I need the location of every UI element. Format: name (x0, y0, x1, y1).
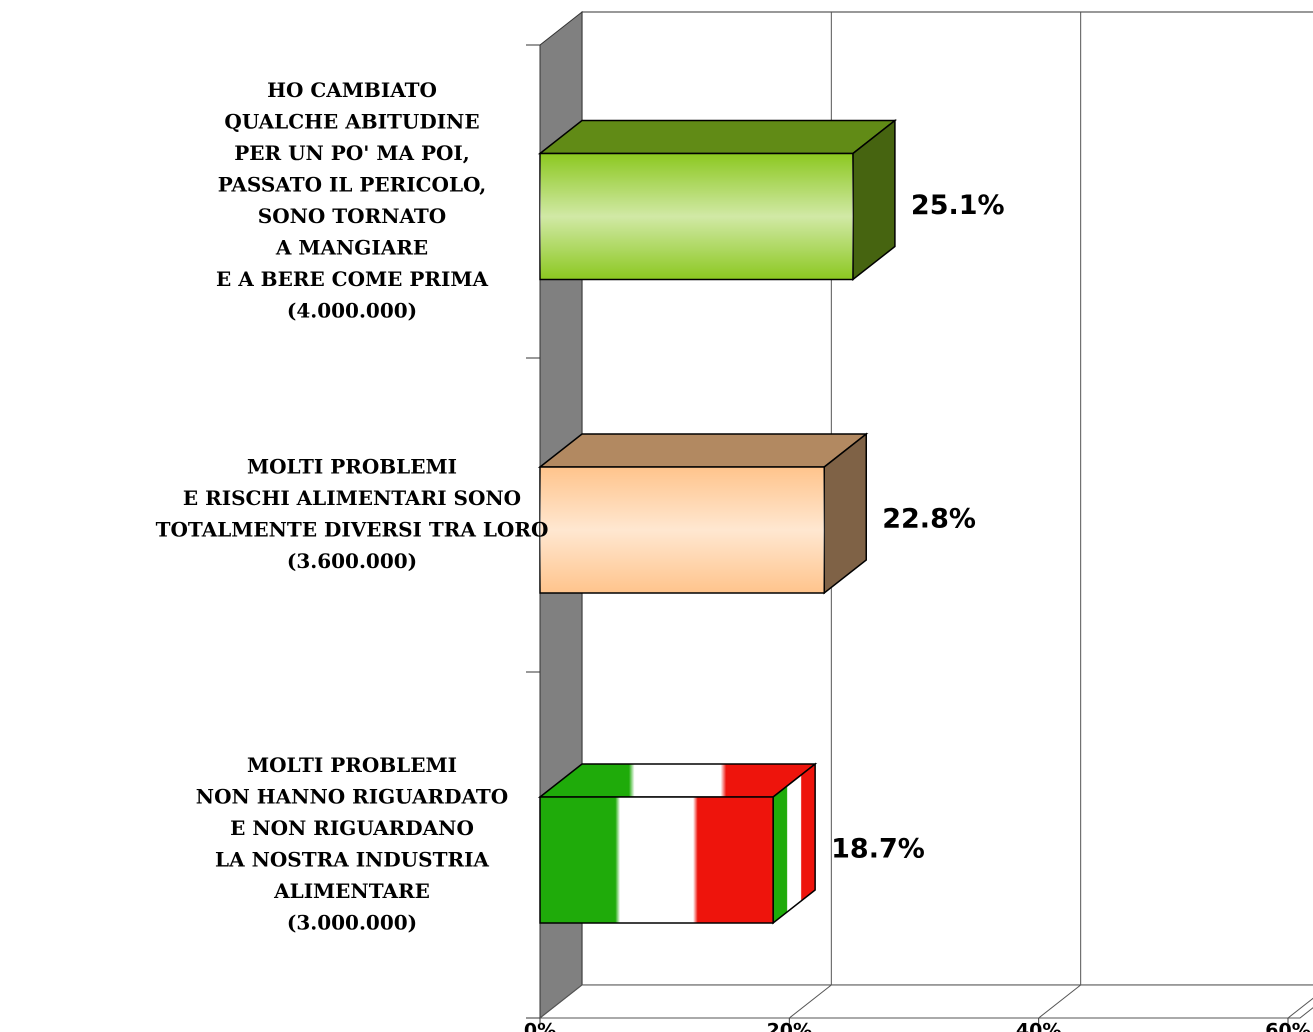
bar-side-shade (852, 120, 895, 280)
category-line: (4.000.000) (287, 298, 417, 322)
category-line: (3.000.000) (287, 910, 417, 934)
category-label: HO CAMBIATO QUALCHE ABITUDINE PER UN PO' M… (216, 78, 489, 323)
category-line: E NON RIGUARDANO (230, 816, 474, 840)
category-line: ALIMENTARE (273, 879, 430, 903)
floor-line (539, 984, 583, 1019)
floor-line (1038, 984, 1081, 1019)
category-line: E RISCHI ALIMENTARI SONO (183, 486, 521, 510)
bar-top-shade (540, 120, 895, 154)
category-line: E A BERE COME PRIMA (216, 267, 489, 291)
bar-side-shade (824, 434, 867, 593)
category-line: A MANGIARE (275, 235, 428, 259)
category-line: PASSATO IL PERICOLO, (218, 172, 487, 196)
bar (539, 796, 774, 924)
x-tick-label: 0% (524, 1020, 556, 1032)
category-line: MOLTI PROBLEMI (247, 753, 457, 777)
category-line: LA NOSTRA INDUSTRIA (215, 847, 489, 871)
value-label: 22.8% (882, 504, 976, 535)
category-line: QUALCHE ABITUDINE (224, 109, 479, 133)
floor-line (789, 984, 832, 1019)
category-ticks (526, 44, 540, 1019)
x-tick-label: 40% (1016, 1020, 1061, 1032)
value-label: 25.1% (911, 190, 1005, 221)
category-line: PER UN PO' MA POI, (234, 141, 470, 165)
x-tick-label: 20% (767, 1020, 812, 1032)
floor-line (1287, 997, 1313, 1019)
category-line: TOTALMENTE DIVERSI TRA LORO (156, 517, 549, 541)
category-line: NON HANNO RIGUARDATO (196, 784, 508, 808)
bar-shine (540, 153, 853, 280)
bar-shine (540, 467, 825, 593)
category-line: SONO TORNATO (258, 204, 446, 228)
category-line: HO CAMBIATO (267, 78, 437, 102)
category-label: MOLTI PROBLEMI NON HANNO RIGUARDATO E NON … (196, 753, 508, 935)
bar-top (537, 763, 818, 798)
floor (538, 984, 1313, 1019)
bar-top-shade (540, 434, 867, 467)
category-line: (3.600.000) (287, 549, 417, 573)
x-tick-label: 60% (1265, 1020, 1310, 1032)
category-line: MOLTI PROBLEMI (247, 454, 457, 478)
value-label: 18.7% (831, 834, 925, 865)
category-label: MOLTI PROBLEMI E RISCHI ALIMENTARI SONO TO… (156, 454, 549, 573)
